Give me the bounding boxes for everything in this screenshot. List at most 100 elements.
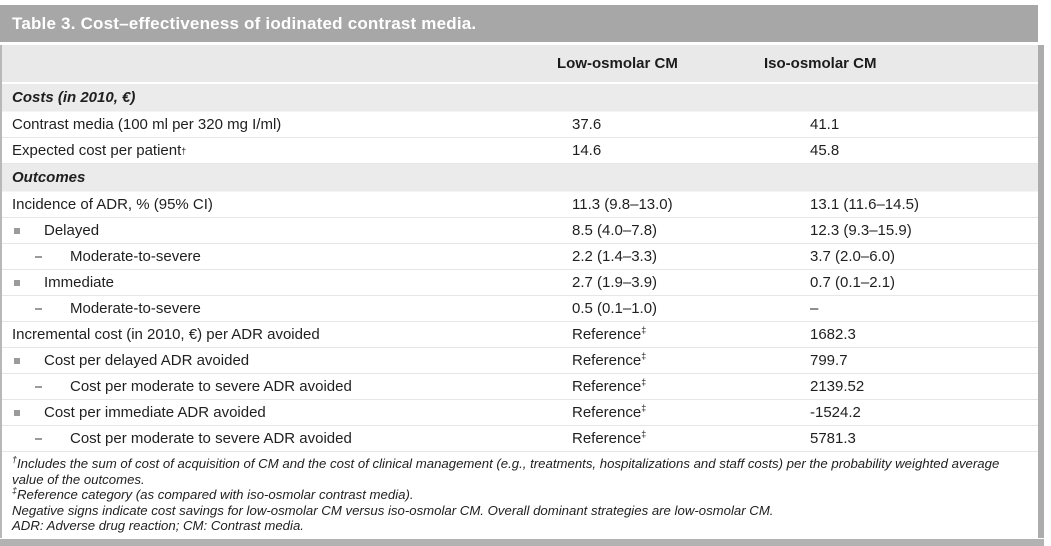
iso-osmolar-value: 799.7 (764, 352, 1038, 369)
square-bullet-icon (14, 357, 20, 364)
footnote-text: Reference category (as compared with iso… (17, 487, 414, 503)
column-header-iso-osmolar: Iso-osmolar CM (764, 55, 877, 72)
bottom-border-bar (0, 538, 1044, 546)
dash-bullet-icon (35, 307, 42, 310)
dash-bullet-icon (35, 385, 42, 388)
cell-text: Cost per moderate to severe ADR avoided (70, 378, 352, 395)
double-dagger-superscript: ‡ (641, 352, 647, 361)
section-row: Costs (in 2010, €) (2, 84, 1038, 112)
table-row: Moderate-to-severe 2.2 (1.4–3.3) 3.7 (2.0–… (2, 244, 1038, 270)
low-osmolar-value: Reference‡ (557, 430, 764, 447)
square-bullet-icon (14, 227, 20, 234)
double-dagger-superscript: ‡ (641, 378, 647, 387)
footnote-text: Includes the sum of cost of acquisition … (12, 456, 1000, 487)
table-row: Moderate-to-severe 0.5 (0.1–1.0) – (2, 296, 1038, 322)
cell-text: Immediate (44, 274, 115, 291)
cell-text: 8.5 (4.0–7.8) (572, 222, 658, 239)
row-label: Cost per moderate to severe ADR avoided (12, 430, 557, 447)
low-osmolar-value: Reference‡ (557, 404, 764, 421)
column-header-low-osmolar: Low-osmolar CM (557, 55, 678, 72)
low-osmolar-value: 8.5 (4.0–7.8) (557, 222, 764, 239)
table-title-bar: Table 3. Cost–effectiveness of iodinated… (0, 5, 1038, 42)
low-osmolar-value: Reference‡ (557, 326, 764, 343)
column-header-row: Low-osmolar CM Iso-osmolar CM (2, 45, 1038, 82)
double-dagger-superscript: ‡ (641, 404, 647, 413)
iso-osmolar-value: 5781.3 (764, 430, 1038, 447)
iso-osmolar-value: -1524.2 (764, 404, 1038, 421)
table-row: Cost per immediate ADR avoided Reference‡… (2, 400, 1038, 426)
cell-text: Reference (572, 430, 642, 447)
cell-text: 13.1 (11.6–14.5) (810, 196, 919, 213)
cell-text: 0.7 (0.1–2.1) (810, 274, 896, 291)
row-label: Incremental cost (in 2010, €) per ADR av… (12, 326, 557, 343)
cell-text: 0.5 (0.1–1.0) (572, 300, 658, 317)
cell-text: Cost per immediate ADR avoided (44, 404, 266, 421)
low-osmolar-value: 0.5 (0.1–1.0) (557, 300, 764, 317)
double-dagger-superscript: ‡ (641, 326, 647, 335)
iso-osmolar-value: 13.1 (11.6–14.5) (764, 196, 1038, 213)
dash-bullet-icon (35, 255, 42, 258)
row-label: Cost per moderate to severe ADR avoided (12, 378, 557, 395)
section-label: Costs (in 2010, €) (12, 89, 136, 106)
iso-osmolar-value: 3.7 (2.0–6.0) (764, 248, 1038, 265)
iso-osmolar-value: 45.8 (764, 142, 1038, 159)
footnote-text: Negative signs indicate cost savings for… (12, 502, 774, 518)
cell-text: 2.7 (1.9–3.9) (572, 274, 658, 291)
cell-text: 799.7 (810, 352, 848, 369)
table-row: Cost per delayed ADR avoided Reference‡ 79… (2, 348, 1038, 374)
table-row: Incremental cost (in 2010, €) per ADR av… (2, 322, 1038, 348)
low-osmolar-value: 37.6 (557, 116, 764, 133)
cell-text: 45.8 (810, 142, 840, 159)
cell-text: Reference (572, 352, 642, 369)
table-row: Immediate 2.7 (1.9–3.9) 0.7 (0.1–2.1) (2, 270, 1038, 296)
cell-text: 37.6 (572, 116, 602, 133)
cell-text: Reference (572, 326, 642, 343)
table-row: Cost per moderate to severe ADR avoided R… (2, 374, 1038, 400)
table-container: Low-osmolar CM Iso-osmolar CM Costs (in … (0, 45, 1044, 538)
low-osmolar-value: 2.7 (1.9–3.9) (557, 274, 764, 291)
row-label: Expected cost per patient † (12, 142, 187, 159)
double-dagger-superscript: ‡ (641, 430, 647, 439)
table-row: Delayed 8.5 (4.0–7.8) 12.3 (9.3–15.9) (2, 218, 1038, 244)
low-osmolar-value: 2.2 (1.4–3.3) (557, 248, 764, 265)
low-osmolar-value: 11.3 (9.8–13.0) (557, 196, 764, 213)
iso-osmolar-value: – (764, 300, 1038, 317)
cell-text: 3.7 (2.0–6.0) (810, 248, 896, 265)
table-row: Expected cost per patient † 14.6 45.8 (2, 138, 1038, 164)
footnote-text: ADR: Adverse drug reaction; CM: Contrast… (12, 518, 304, 534)
dash-bullet-icon (35, 437, 42, 440)
table-body: Costs (in 2010, €) Contrast media (100 ml… (2, 84, 1038, 452)
footnote-line: ‡Reference category (as compared with is… (12, 486, 1030, 503)
iso-osmolar-value: 41.1 (764, 116, 1038, 133)
low-osmolar-value: 14.6 (557, 142, 764, 159)
cell-text: Contrast media (100 ml per 320 mg I/ml) (12, 116, 282, 133)
row-label: Contrast media (100 ml per 320 mg I/ml) (12, 116, 557, 133)
cell-text: 11.3 (9.8–13.0) (572, 196, 673, 213)
table-row: Cost per moderate to severe ADR avoided R… (2, 426, 1038, 452)
footnotes: †Includes the sum of cost of acquisition… (2, 452, 1038, 538)
cell-text: -1524.2 (810, 404, 861, 421)
section-row: Outcomes (2, 164, 1038, 192)
row-label: Delayed (12, 222, 557, 239)
cell-text: – (810, 300, 819, 317)
cell-text: 2.2 (1.4–3.3) (572, 248, 658, 265)
low-osmolar-value: Reference‡ (557, 352, 764, 369)
row-label: Cost per immediate ADR avoided (12, 404, 557, 421)
footnote-line: Negative signs indicate cost savings for… (12, 503, 1030, 519)
table-row: Contrast media (100 ml per 320 mg I/ml) 3… (2, 112, 1038, 138)
row-label: Cost per delayed ADR avoided (12, 352, 557, 369)
row-label: Incidence of ADR, % (95% CI) (12, 196, 557, 213)
footnote-marker: † (12, 454, 18, 465)
cell-text: Incremental cost (in 2010, €) per ADR av… (12, 326, 320, 343)
square-bullet-icon (14, 279, 20, 286)
cell-text: Cost per moderate to severe ADR avoided (70, 430, 352, 447)
cell-text: Reference (572, 378, 642, 395)
cell-text: Moderate-to-severe (70, 248, 201, 265)
cell-text: Delayed (44, 222, 100, 239)
row-label: Moderate-to-severe (12, 248, 557, 265)
row-label: Immediate (12, 274, 557, 291)
section-label: Outcomes (12, 169, 86, 186)
cell-text: Incidence of ADR, % (95% CI) (12, 196, 213, 213)
square-bullet-icon (14, 409, 20, 416)
